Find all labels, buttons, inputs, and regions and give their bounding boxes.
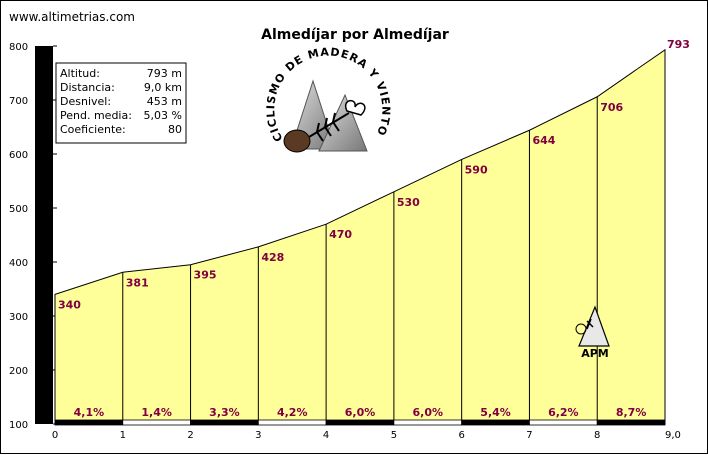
altitude-label: 590 — [465, 163, 488, 176]
chart-title: Almedíjar por Almedíjar — [261, 27, 449, 43]
heart-tail-icon — [344, 99, 366, 116]
gradient-label: 6,2% — [548, 406, 579, 419]
x-tick-label: 9,0 — [665, 430, 681, 441]
x-tick-label: 2 — [187, 430, 193, 441]
gradient-label: 6,0% — [345, 406, 376, 419]
gradient-label: 1,4% — [141, 406, 172, 419]
gradient-label: 5,4% — [480, 406, 511, 419]
info-box: Altitud: 793 m Distancia: 9,0 km Desnive… — [55, 62, 187, 144]
info-desnivel-value: 453 m — [147, 95, 182, 108]
y-tick-label: 600 — [9, 150, 28, 161]
y-tick-label: 400 — [9, 258, 28, 269]
info-altitud-label: Altitud: — [60, 67, 100, 80]
info-desnivel-label: Desnivel: — [60, 95, 111, 108]
y-tick-label: 100 — [9, 420, 28, 431]
gradient-segment — [529, 419, 598, 426]
altitude-label: 793 — [667, 38, 690, 51]
altitude-label: 530 — [397, 196, 420, 209]
altitude-label: 706 — [600, 101, 623, 114]
y-tick-label: 300 — [9, 312, 28, 323]
apm-wheel-icon — [575, 323, 587, 335]
altitude-label: 395 — [194, 269, 217, 282]
altitude-label: 381 — [126, 276, 149, 289]
gradient-segment — [122, 419, 191, 426]
x-axis-ticks: 0 1 2 3 4 5 6 7 8 9,0 — [52, 430, 681, 441]
gradient-label: 6,0% — [413, 406, 444, 419]
x-tick-label: 1 — [120, 430, 126, 441]
info-box-frame — [55, 62, 187, 144]
y-axis-ticks: 100 200 300 400 500 600 700 800 — [9, 42, 57, 431]
gradient-segment — [596, 419, 666, 426]
x-tick-label: 8 — [594, 430, 600, 441]
x-tick-label: 4 — [323, 430, 329, 441]
altitude-label: 470 — [329, 228, 352, 241]
info-coeficiente-value: 80 — [168, 123, 182, 136]
fish-head-icon — [283, 129, 311, 153]
x-tick-label: 7 — [526, 430, 532, 441]
altitude-label: 428 — [261, 251, 284, 264]
altitude-label: 644 — [532, 134, 555, 147]
gradient-segment — [325, 419, 395, 426]
info-altitud-value: 793 m — [147, 67, 182, 80]
profile-area — [54, 48, 666, 425]
gradient-label: 3,3% — [209, 406, 240, 419]
apm-mountain-icon — [578, 305, 610, 347]
altitude-labels: 340 381 395 428 470 530 590 644 706 793 — [58, 38, 690, 312]
y-tick-label: 500 — [9, 204, 28, 215]
club-logo: CICLISMO DE MADERA Y VIENTO — [264, 45, 391, 153]
info-coeficiente-label: Coeficiente: — [60, 123, 126, 136]
x-tick-label: 5 — [391, 430, 397, 441]
info-distancia-label: Distancia: — [60, 81, 115, 94]
x-tick-label: 6 — [458, 430, 464, 441]
info-pendiente-value: 5,03 % — [144, 109, 182, 122]
gradient-label: 4,2% — [277, 406, 308, 419]
x-tick-label: 0 — [52, 430, 58, 441]
apm-climber-icon — [586, 318, 594, 330]
gradient-segment — [54, 419, 124, 426]
y-tick-label: 200 — [9, 366, 28, 377]
y-tick-label: 700 — [9, 96, 28, 107]
altitude-label: 340 — [58, 298, 81, 311]
gradient-segment — [257, 419, 327, 426]
gradient-bar: 4,1% 1,4% 3,3% 4,2% 6,0% 6,0% 5,4% 6,2% 8,7% — [54, 406, 666, 426]
y-tick-label: 800 — [9, 42, 28, 53]
x-tick-label: 3 — [255, 430, 261, 441]
site-url: www.altimetrias.com — [9, 10, 135, 24]
gradient-segment — [190, 419, 259, 426]
gradient-segment — [393, 419, 463, 426]
apm-badge: APM — [575, 305, 610, 360]
apm-label: APM — [581, 347, 609, 360]
gradient-segment — [461, 419, 530, 426]
info-distancia-value: 9,0 km — [144, 81, 182, 94]
y-axis — [35, 46, 53, 424]
info-pendiente-label: Pend. media: — [60, 109, 132, 122]
gradient-label: 4,1% — [74, 406, 105, 419]
fish-bones-icon — [308, 112, 350, 142]
gradient-label: 8,7% — [616, 406, 647, 419]
